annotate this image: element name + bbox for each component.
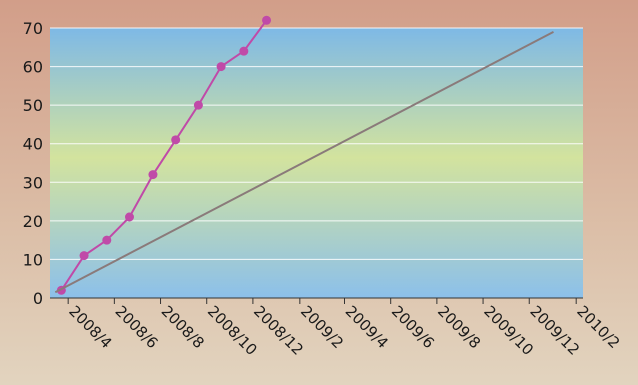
y-tick-label: 40 <box>23 135 43 154</box>
y-tick-label: 50 <box>23 96 43 115</box>
x-tick-label: 2008/6 <box>112 302 162 352</box>
data-point <box>102 235 112 245</box>
y-tick-label: 60 <box>23 58 43 77</box>
data-point <box>239 46 249 56</box>
data-point <box>148 170 158 180</box>
data-point <box>216 62 226 72</box>
data-point <box>171 135 181 145</box>
y-tick-label: 70 <box>23 19 43 38</box>
series-line-data <box>60 19 268 291</box>
x-tick-label: 2008/12 <box>250 302 307 359</box>
series <box>54 15 554 295</box>
data-point <box>79 251 89 261</box>
y-tick-label: 30 <box>23 173 43 192</box>
x-tick-label: 2008/8 <box>158 302 208 352</box>
x-tick-label: 2008/4 <box>65 302 115 352</box>
data-point <box>193 100 203 110</box>
x-tick-label: 2009/10 <box>480 302 537 359</box>
gridlines <box>50 27 583 260</box>
series-line-trend <box>54 31 554 294</box>
data-point <box>124 212 134 222</box>
y-tick-label: 0 <box>33 289 43 308</box>
x-tick-label: 2009/12 <box>526 302 583 359</box>
plot-area <box>50 28 583 298</box>
axes <box>50 297 583 304</box>
x-tick-label: 2009/6 <box>388 302 438 352</box>
y-tick-label: 10 <box>23 250 43 269</box>
x-tick-label: 2009/8 <box>434 302 484 352</box>
x-tick-label: 2009/4 <box>342 302 392 352</box>
x-tick-label: 2008/10 <box>204 302 261 359</box>
y-tick-label: 20 <box>23 212 43 231</box>
data-point <box>262 15 272 25</box>
